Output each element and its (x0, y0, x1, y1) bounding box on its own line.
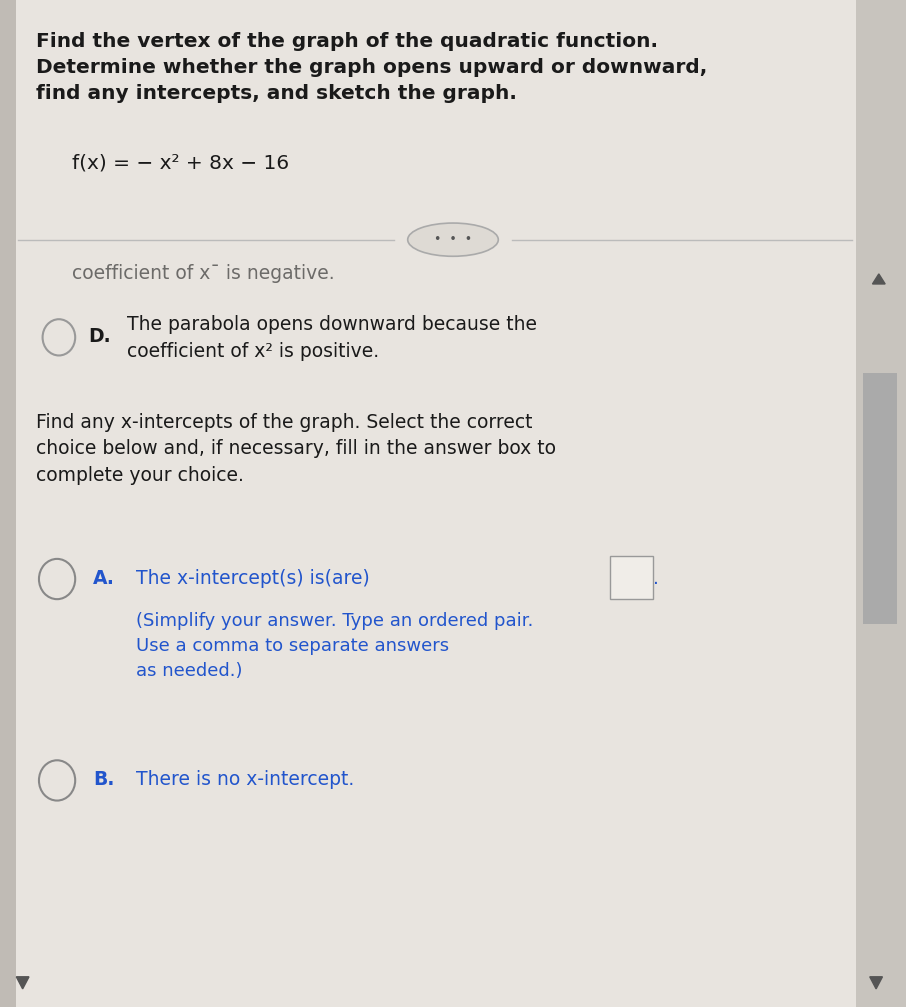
Polygon shape (872, 274, 885, 284)
Text: Find the vertex of the graph of the quadratic function.
Determine whether the gr: Find the vertex of the graph of the quad… (36, 32, 708, 103)
Text: The parabola opens downward because the
coefficient of x² is positive.: The parabola opens downward because the … (127, 315, 537, 361)
Text: coefficient of x¯ is negative.: coefficient of x¯ is negative. (72, 264, 335, 283)
Text: A.: A. (93, 569, 115, 587)
Text: B.: B. (93, 770, 115, 788)
Polygon shape (16, 977, 29, 989)
Text: •  •  •: • • • (434, 234, 472, 246)
Text: (Simplify your answer. Type an ordered pair.
Use a comma to separate answers
as : (Simplify your answer. Type an ordered p… (136, 612, 534, 681)
Text: .: . (653, 569, 659, 587)
Text: There is no x-intercept.: There is no x-intercept. (136, 770, 354, 788)
Ellipse shape (408, 223, 498, 256)
FancyBboxPatch shape (0, 0, 16, 1007)
Text: The x-intercept(s) is(are): The x-intercept(s) is(are) (136, 569, 370, 587)
FancyBboxPatch shape (610, 556, 653, 599)
Polygon shape (870, 977, 882, 989)
FancyBboxPatch shape (856, 0, 906, 1007)
Text: Find any x-intercepts of the graph. Select the correct
choice below and, if nece: Find any x-intercepts of the graph. Sele… (36, 413, 556, 484)
FancyBboxPatch shape (863, 373, 897, 624)
Text: D.: D. (88, 327, 111, 345)
Text: f(x) = − x² + 8x − 16: f(x) = − x² + 8x − 16 (72, 153, 290, 172)
